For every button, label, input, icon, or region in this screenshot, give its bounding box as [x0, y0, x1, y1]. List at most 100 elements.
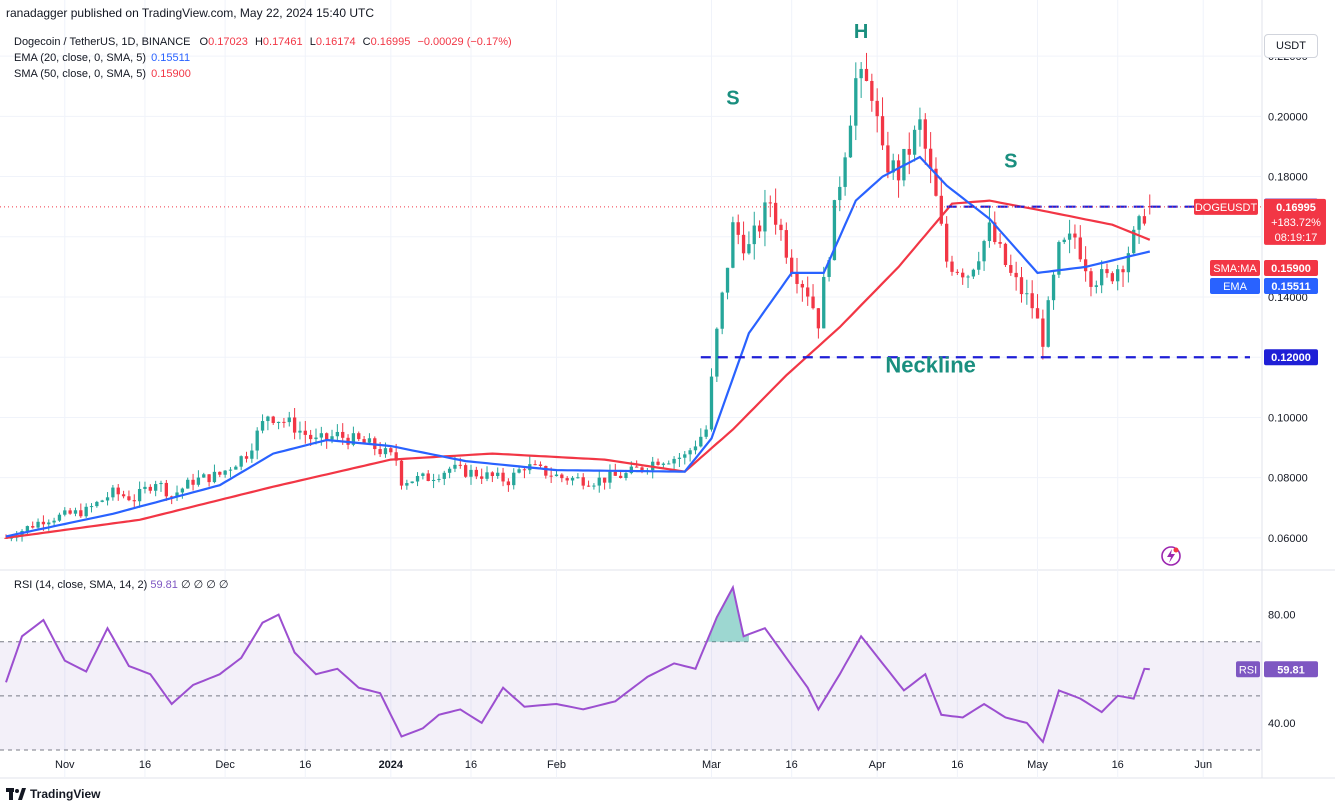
candle-body [891, 160, 895, 173]
close-label: C [362, 36, 371, 48]
symbol-tag-bg [1194, 198, 1258, 215]
candle-body [1030, 293, 1034, 309]
candle-body [538, 464, 543, 466]
candle-body [709, 376, 714, 430]
candle-body [111, 487, 115, 498]
candle-body [132, 500, 136, 502]
sma-value: 0.15900 [151, 68, 191, 80]
ema-legend: EMA (20, close, 0, SMA, 5) 0.15511 [14, 52, 190, 64]
candle-body [447, 468, 452, 473]
candle-body [998, 242, 1002, 244]
last-price-box [1264, 198, 1326, 245]
ma-value-bg [1264, 260, 1318, 276]
candle-body [773, 202, 778, 225]
candle-body [741, 234, 746, 254]
currency-unit-button[interactable]: USDT [1264, 34, 1318, 58]
candle-body [950, 261, 954, 272]
candle-body [255, 430, 259, 451]
candle-body [100, 500, 104, 502]
candle-body [164, 482, 168, 497]
candle-body [1089, 271, 1093, 287]
x-tick-label: 2024 [379, 759, 404, 771]
candle-body [1083, 259, 1088, 272]
candle-body [752, 225, 756, 245]
candle-body [843, 157, 847, 187]
candle-body [896, 160, 901, 181]
symbol-tag: DOGEUSDT [1195, 202, 1258, 214]
candle-body [570, 477, 575, 481]
candle-body [1009, 265, 1013, 273]
candle-body [143, 486, 147, 489]
candle-body [757, 225, 762, 232]
candle-body [180, 488, 185, 493]
candle-body [822, 276, 826, 329]
candle-body [298, 430, 302, 433]
rsi-tick-label: 80.00 [1268, 610, 1296, 622]
candle-body [480, 476, 484, 479]
candle-body [795, 273, 799, 284]
candle-body [57, 514, 62, 521]
candle-body [1110, 273, 1115, 282]
candle-body [554, 474, 559, 477]
candle-body [613, 471, 617, 476]
rsi-tag: RSI [1239, 664, 1257, 676]
lightning-alert-icon[interactable] [1160, 545, 1182, 567]
candle-body [864, 68, 869, 81]
y-tick-label: 0.20000 [1268, 111, 1308, 123]
candle-body [1057, 242, 1061, 275]
x-tick-label: Dec [215, 759, 235, 771]
pattern-annotation: H [854, 21, 868, 43]
candle-body [955, 271, 960, 273]
candle-body [287, 417, 291, 423]
symbol-legend: Dogecoin / TetherUS, 1D, BINANCE O0.1702… [14, 36, 512, 48]
candle-body [629, 466, 633, 474]
candle-body [977, 261, 981, 270]
open-label: O [199, 36, 209, 48]
x-tick-label: 16 [951, 759, 963, 771]
candle-body [565, 478, 569, 481]
candle-body [1067, 233, 1072, 240]
candle-body [95, 501, 99, 507]
candle-body [399, 460, 404, 486]
candle-body [308, 434, 313, 440]
candle-body [496, 472, 500, 477]
candle-body [362, 439, 366, 443]
close-value: 0.16995 [370, 36, 411, 48]
rsi-legend: RSI (14, close, SMA, 14, 2) 59.81 ∅ ∅ ∅ … [14, 578, 228, 591]
sma50-line [5, 199, 1151, 539]
rsi-label: RSI (14, close, SMA, 14, 2) [14, 579, 148, 591]
candle-body [73, 510, 78, 514]
candle-body [116, 487, 120, 495]
candle-body [31, 526, 35, 528]
x-tick-label: 16 [1112, 759, 1124, 771]
candle-body [394, 452, 398, 461]
candle-body [41, 521, 46, 525]
footer-brand-label: TradingView [30, 787, 101, 801]
candle-body [987, 222, 992, 242]
candle-body [1137, 216, 1141, 230]
candle-body [469, 469, 473, 477]
candle-body [1148, 205, 1152, 207]
candle-body [971, 269, 976, 277]
candle-body [1142, 216, 1147, 224]
rsi-overbought-fill [706, 587, 749, 642]
change-value: −0.00029 (−0.17%) [417, 36, 512, 48]
candle-body [239, 456, 243, 467]
candle-body [1100, 269, 1104, 286]
ma-value: 0.15511 [1271, 281, 1310, 293]
ma-tag: EMA [1223, 281, 1248, 293]
candle-body [747, 244, 751, 254]
horizontal-lines [0, 205, 1262, 359]
candle-body [667, 463, 671, 465]
candle-body [490, 472, 495, 477]
candle-body [512, 472, 516, 486]
candles [4, 52, 1152, 542]
candle-body [501, 472, 505, 482]
candle-body [854, 78, 858, 126]
candle-body [1046, 300, 1050, 347]
candle-body [1025, 293, 1029, 295]
candle-body [415, 475, 420, 482]
rsi-value: 59.81 [150, 579, 178, 591]
candle-body [934, 168, 938, 196]
